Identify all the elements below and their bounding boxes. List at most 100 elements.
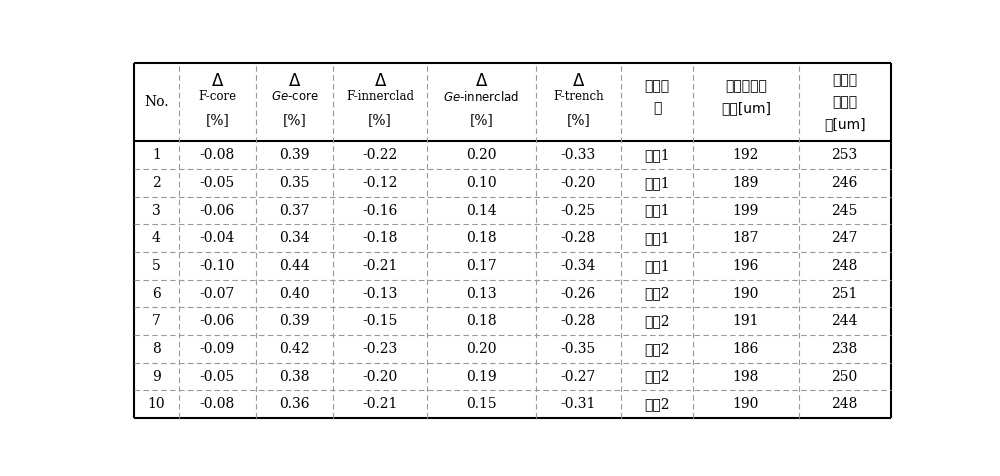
Text: $\Delta$: $\Delta$ xyxy=(374,73,387,90)
Text: -0.18: -0.18 xyxy=(362,231,398,245)
Text: 覆层直: 覆层直 xyxy=(832,96,857,109)
Text: [%]: [%] xyxy=(368,113,392,128)
Text: -0.10: -0.10 xyxy=(200,259,235,273)
Text: 196: 196 xyxy=(733,259,759,273)
Text: 组刔2: 组刔2 xyxy=(644,370,670,384)
Text: -0.09: -0.09 xyxy=(200,342,235,356)
Text: 8: 8 xyxy=(152,342,161,356)
Text: -0.33: -0.33 xyxy=(561,148,596,162)
Text: No.: No. xyxy=(144,95,169,109)
Text: 径[um]: 径[um] xyxy=(824,118,865,131)
Text: -0.21: -0.21 xyxy=(362,397,398,411)
Text: 0.40: 0.40 xyxy=(279,287,310,301)
Text: 192: 192 xyxy=(733,148,759,162)
Text: $\it{Ge}$-innerclad: $\it{Ge}$-innerclad xyxy=(443,90,519,104)
Text: 0.37: 0.37 xyxy=(279,204,310,218)
Text: 6: 6 xyxy=(152,287,161,301)
Text: 0.39: 0.39 xyxy=(279,314,310,328)
Text: 0.20: 0.20 xyxy=(466,342,497,356)
Text: 组刔2: 组刔2 xyxy=(644,397,670,411)
Text: 186: 186 xyxy=(733,342,759,356)
Text: 第一涂: 第一涂 xyxy=(832,74,857,88)
Text: 直径[um]: 直径[um] xyxy=(721,101,771,115)
Text: 组刔1: 组刔1 xyxy=(644,148,670,162)
Text: 253: 253 xyxy=(832,148,858,162)
Text: F-innerclad: F-innerclad xyxy=(346,90,414,103)
Text: 组刔1: 组刔1 xyxy=(644,231,670,245)
Text: -0.16: -0.16 xyxy=(362,204,398,218)
Text: 0.36: 0.36 xyxy=(279,397,310,411)
Text: F-core: F-core xyxy=(198,90,236,103)
Text: 组刔2: 组刔2 xyxy=(644,314,670,328)
Text: [%]: [%] xyxy=(469,113,493,128)
Text: 199: 199 xyxy=(733,204,759,218)
Text: 2: 2 xyxy=(152,176,161,190)
Text: 组刔2: 组刔2 xyxy=(644,287,670,301)
Text: -0.06: -0.06 xyxy=(200,314,235,328)
Text: -0.27: -0.27 xyxy=(561,370,596,384)
Text: 248: 248 xyxy=(831,259,858,273)
Text: -0.25: -0.25 xyxy=(561,204,596,218)
Text: 190: 190 xyxy=(733,287,759,301)
Text: 合: 合 xyxy=(653,101,661,115)
Text: 4: 4 xyxy=(152,231,161,245)
Text: [%]: [%] xyxy=(283,113,307,128)
Text: 251: 251 xyxy=(831,287,858,301)
Text: 5: 5 xyxy=(152,259,161,273)
Text: 组刔1: 组刔1 xyxy=(644,176,670,190)
Text: 190: 190 xyxy=(733,397,759,411)
Text: -0.04: -0.04 xyxy=(200,231,235,245)
Text: -0.28: -0.28 xyxy=(561,314,596,328)
Text: 187: 187 xyxy=(733,231,759,245)
Text: $\Delta$: $\Delta$ xyxy=(572,73,585,90)
Text: 涂料组: 涂料组 xyxy=(645,79,670,93)
Text: 198: 198 xyxy=(733,370,759,384)
Text: -0.05: -0.05 xyxy=(200,176,235,190)
Text: -0.21: -0.21 xyxy=(362,259,398,273)
Text: 189: 189 xyxy=(733,176,759,190)
Text: 244: 244 xyxy=(831,314,858,328)
Text: 0.17: 0.17 xyxy=(466,259,497,273)
Text: $\it{Ge}$-core: $\it{Ge}$-core xyxy=(271,90,318,103)
Text: -0.28: -0.28 xyxy=(561,231,596,245)
Text: 9: 9 xyxy=(152,370,161,384)
Text: -0.31: -0.31 xyxy=(561,397,596,411)
Text: 0.42: 0.42 xyxy=(279,342,310,356)
Text: -0.08: -0.08 xyxy=(200,148,235,162)
Text: 0.13: 0.13 xyxy=(466,287,497,301)
Text: 0.10: 0.10 xyxy=(466,176,497,190)
Text: 1: 1 xyxy=(152,148,161,162)
Text: $\Delta$: $\Delta$ xyxy=(211,73,224,90)
Text: 组刔2: 组刔2 xyxy=(644,342,670,356)
Text: -0.26: -0.26 xyxy=(561,287,596,301)
Text: -0.20: -0.20 xyxy=(363,370,398,384)
Text: -0.20: -0.20 xyxy=(561,176,596,190)
Text: -0.13: -0.13 xyxy=(362,287,398,301)
Text: 0.20: 0.20 xyxy=(466,148,497,162)
Text: 250: 250 xyxy=(832,370,858,384)
Text: 245: 245 xyxy=(831,204,858,218)
Text: 0.34: 0.34 xyxy=(279,231,310,245)
Text: $\Delta$: $\Delta$ xyxy=(475,73,488,90)
Text: -0.23: -0.23 xyxy=(363,342,398,356)
Text: $\Delta$: $\Delta$ xyxy=(288,73,301,90)
Text: -0.35: -0.35 xyxy=(561,342,596,356)
Text: 第一涂覆层: 第一涂覆层 xyxy=(725,79,767,93)
Text: [%]: [%] xyxy=(205,113,229,128)
Text: 3: 3 xyxy=(152,204,161,218)
Text: 191: 191 xyxy=(733,314,759,328)
Text: 248: 248 xyxy=(831,397,858,411)
Text: 0.18: 0.18 xyxy=(466,231,497,245)
Text: -0.34: -0.34 xyxy=(561,259,596,273)
Text: -0.22: -0.22 xyxy=(363,148,398,162)
Text: -0.12: -0.12 xyxy=(362,176,398,190)
Text: 7: 7 xyxy=(152,314,161,328)
Text: 0.38: 0.38 xyxy=(279,370,310,384)
Text: -0.06: -0.06 xyxy=(200,204,235,218)
Text: 238: 238 xyxy=(832,342,858,356)
Text: 组刔1: 组刔1 xyxy=(644,204,670,218)
Text: 组刔1: 组刔1 xyxy=(644,259,670,273)
Text: 0.14: 0.14 xyxy=(466,204,497,218)
Text: 0.44: 0.44 xyxy=(279,259,310,273)
Text: -0.05: -0.05 xyxy=(200,370,235,384)
